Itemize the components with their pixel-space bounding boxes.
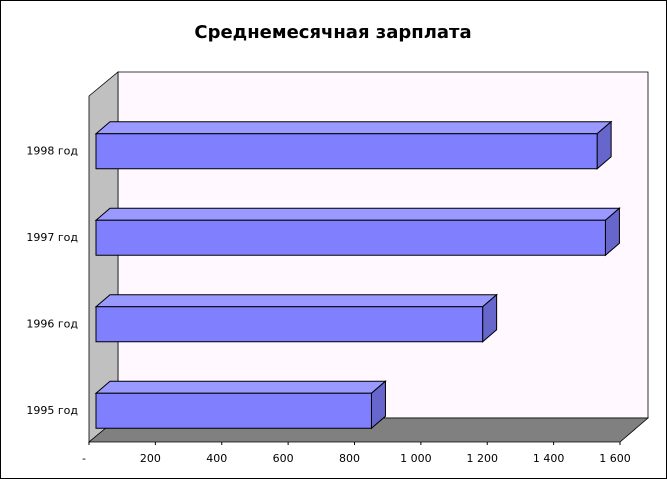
y-tick-label: 1998 год xyxy=(26,144,78,157)
y-tick-label: 1997 год xyxy=(26,231,78,244)
bar xyxy=(94,380,387,430)
x-tick-label: 800 xyxy=(339,452,360,465)
x-tick-label: 1 000 xyxy=(400,452,432,465)
bar-front xyxy=(95,392,372,429)
x-tick-label: 1 200 xyxy=(467,452,499,465)
bar-top xyxy=(94,380,387,394)
x-tick-label: 400 xyxy=(206,452,227,465)
x-tick-label: 200 xyxy=(140,452,161,465)
chart-title: Среднемесячная зарплата xyxy=(194,22,471,43)
y-tick-label: 1995 год xyxy=(26,404,78,417)
x-tick-label: 1 600 xyxy=(599,452,631,465)
y-tick-label: 1996 год xyxy=(26,317,78,330)
x-tick-label: 1 400 xyxy=(533,452,565,465)
bar-top xyxy=(94,207,621,221)
bar xyxy=(94,293,498,343)
bar-front xyxy=(95,306,484,343)
x-tick-label: - xyxy=(82,452,86,465)
bar xyxy=(94,207,621,257)
bar xyxy=(94,120,613,170)
bar-front xyxy=(95,133,598,170)
bar-top xyxy=(94,294,498,308)
x-tick-label: 600 xyxy=(273,452,294,465)
bar-front xyxy=(95,219,606,256)
bar-top xyxy=(94,121,613,135)
